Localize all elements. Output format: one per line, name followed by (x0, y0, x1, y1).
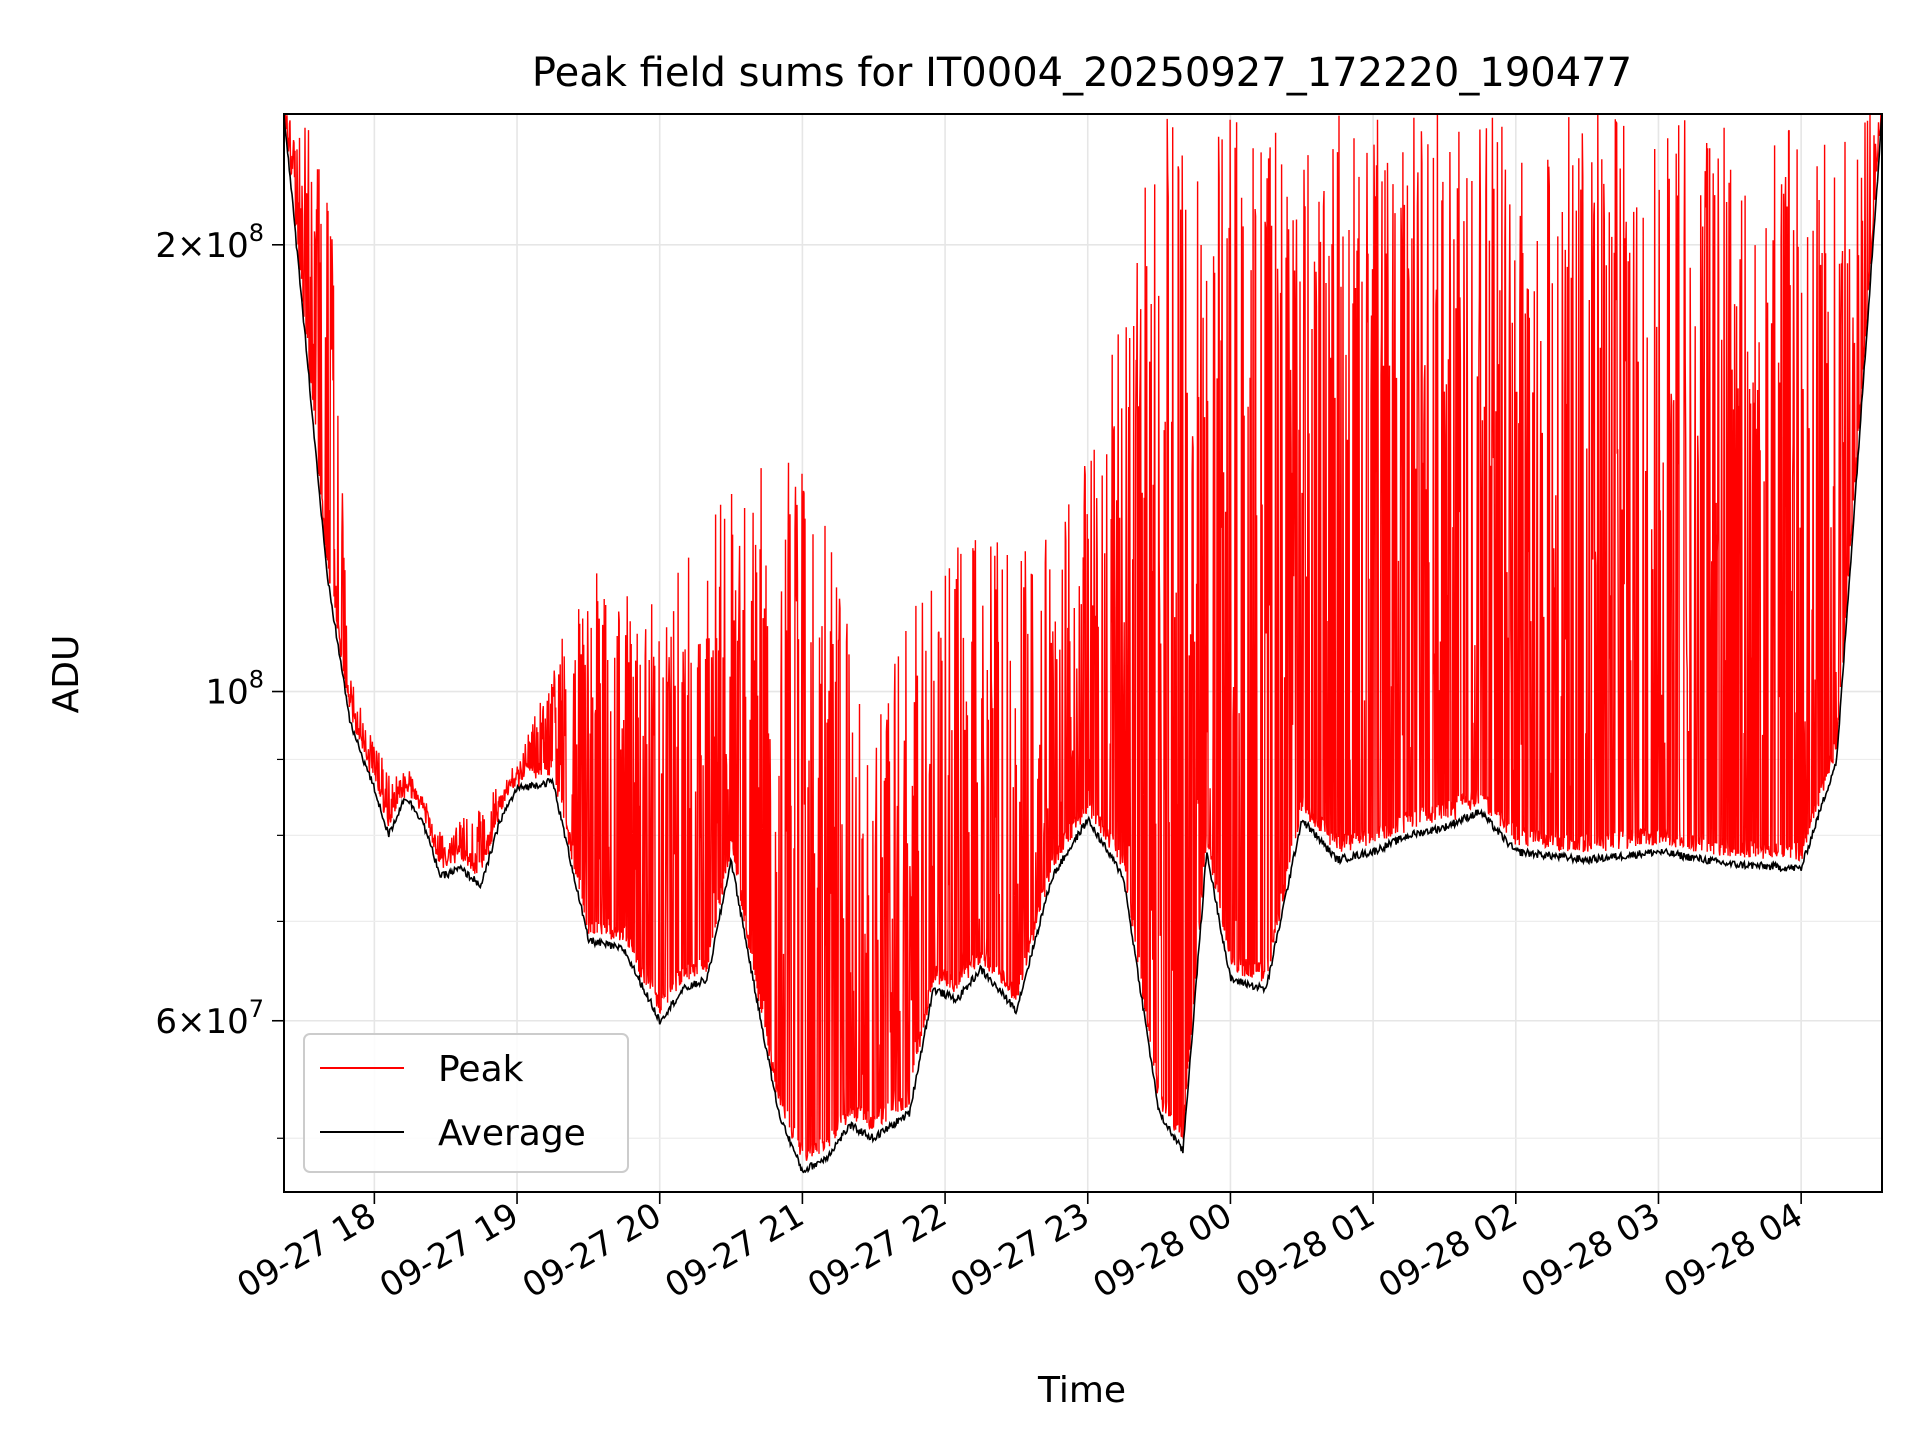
legend-label-peak: Peak (438, 1049, 524, 1090)
y-axis-ticks: 6×107 108 2×108 (155, 219, 284, 1139)
x-axis-label: Time (1037, 1370, 1126, 1411)
chart-title: Peak field sums for IT0004_20250927_1722… (532, 50, 1632, 96)
series-line-peak (284, 114, 1882, 1161)
y-tick-label: 108 (205, 666, 264, 713)
plot-frame (283, 113, 1883, 1193)
legend-label-average: Average (438, 1113, 586, 1154)
y-tick-label: 6×107 (155, 995, 264, 1042)
series-line-average (284, 114, 1882, 1174)
series-group (284, 114, 1882, 1174)
y-tick-label: 2×108 (155, 219, 264, 266)
legend: Peak Average (303, 1033, 629, 1173)
y-axis-label: ADU (46, 635, 87, 714)
